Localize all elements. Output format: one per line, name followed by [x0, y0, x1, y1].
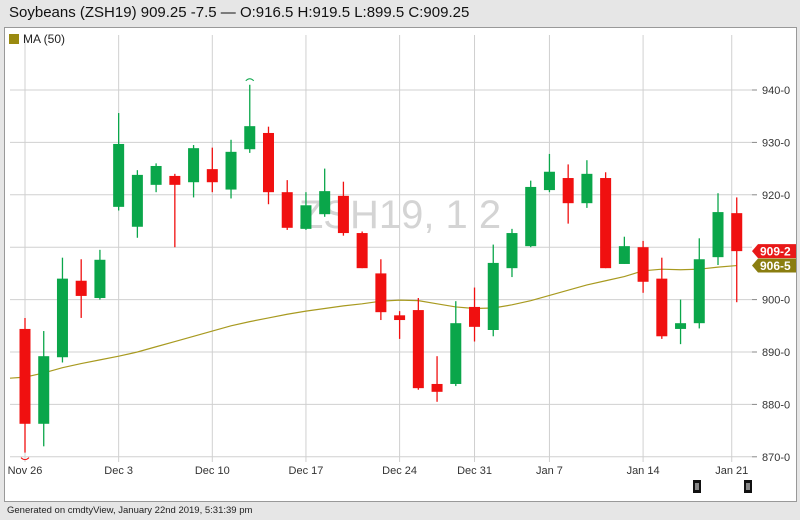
y-tick-label: 900-0: [762, 295, 790, 307]
candle-up: [56, 278, 68, 358]
candle-up: [525, 186, 537, 247]
candle-up: [618, 246, 630, 264]
candle-down: [375, 273, 387, 313]
candle-down: [394, 315, 406, 321]
y-tick-label: 930-0: [762, 137, 790, 149]
candle-up: [693, 259, 705, 324]
ma-value-tag-bg: [752, 258, 796, 273]
footer-text: Generated on cmdtyView, January 22nd 201…: [7, 505, 253, 516]
candle-up: [543, 171, 555, 191]
x-tick-label: Jan 21: [715, 465, 748, 477]
x-tick-label: Dec 17: [289, 465, 324, 477]
candle-down: [656, 278, 668, 337]
legend-label-ma: MA (50): [23, 32, 66, 46]
last-price-tag-bg: [752, 244, 796, 259]
candle-down: [281, 192, 293, 228]
candle-up: [506, 233, 518, 269]
x-tick-label: Dec 3: [104, 465, 133, 477]
scroll-handle-icon[interactable]: [744, 480, 752, 493]
candle-down: [731, 213, 743, 252]
x-tick-label: Dec 10: [195, 465, 230, 477]
chart-frame: [4, 27, 797, 502]
candle-down: [600, 178, 612, 269]
x-tick-label: Jan 14: [627, 465, 660, 477]
candle-down: [412, 310, 424, 389]
y-tick-label: 940-0: [762, 85, 790, 97]
candle-up: [487, 262, 499, 330]
x-tick-label: Nov 26: [8, 465, 43, 477]
candle-up: [300, 205, 312, 229]
last-price-tag: 909-2: [760, 245, 791, 259]
candle-up: [150, 165, 162, 185]
candle-down: [562, 178, 574, 204]
y-tick-label: 870-0: [762, 452, 790, 464]
scroll-handle-icon[interactable]: [693, 480, 701, 493]
candle-down: [337, 195, 349, 234]
candle-down: [469, 306, 481, 327]
legend-swatch-ma: [9, 34, 19, 44]
x-tick-label: Dec 24: [382, 465, 417, 477]
candle-down: [356, 233, 368, 269]
candle-up: [188, 148, 200, 183]
ma50-line: [9, 264, 737, 379]
candle-up: [450, 323, 462, 384]
candle-up: [581, 173, 593, 204]
high-marker: [245, 78, 255, 82]
candle-up: [94, 259, 106, 299]
y-tick-label: 880-0: [762, 399, 790, 411]
chart-title: Soybeans (ZSH19) 909.25 -7.5 — O:916.5 H…: [9, 4, 470, 21]
candle-down: [19, 328, 31, 424]
candle-down: [206, 169, 218, 183]
candle-down: [431, 383, 443, 392]
candle-up: [675, 323, 687, 329]
y-tick-label: 890-0: [762, 347, 790, 359]
candle-down: [75, 280, 87, 296]
candle-up: [131, 174, 143, 227]
y-tick-label: 920-0: [762, 190, 790, 202]
x-tick-label: Dec 31: [457, 465, 492, 477]
candle-up: [244, 126, 256, 150]
candle-down: [637, 247, 649, 282]
x-tick-label: Jan 7: [536, 465, 563, 477]
candle-up: [319, 191, 331, 215]
candle-up: [712, 212, 724, 258]
ma-value-tag: 906-5: [760, 259, 791, 273]
low-marker: [20, 457, 30, 461]
candle-up: [113, 143, 125, 207]
candle-down: [169, 175, 181, 185]
candle-up: [38, 356, 50, 424]
watermark: ZSH19, 1 2: [299, 193, 501, 237]
candle-down: [262, 132, 274, 193]
legend[interactable]: MA (50): [9, 32, 65, 46]
candle-up: [225, 151, 237, 190]
